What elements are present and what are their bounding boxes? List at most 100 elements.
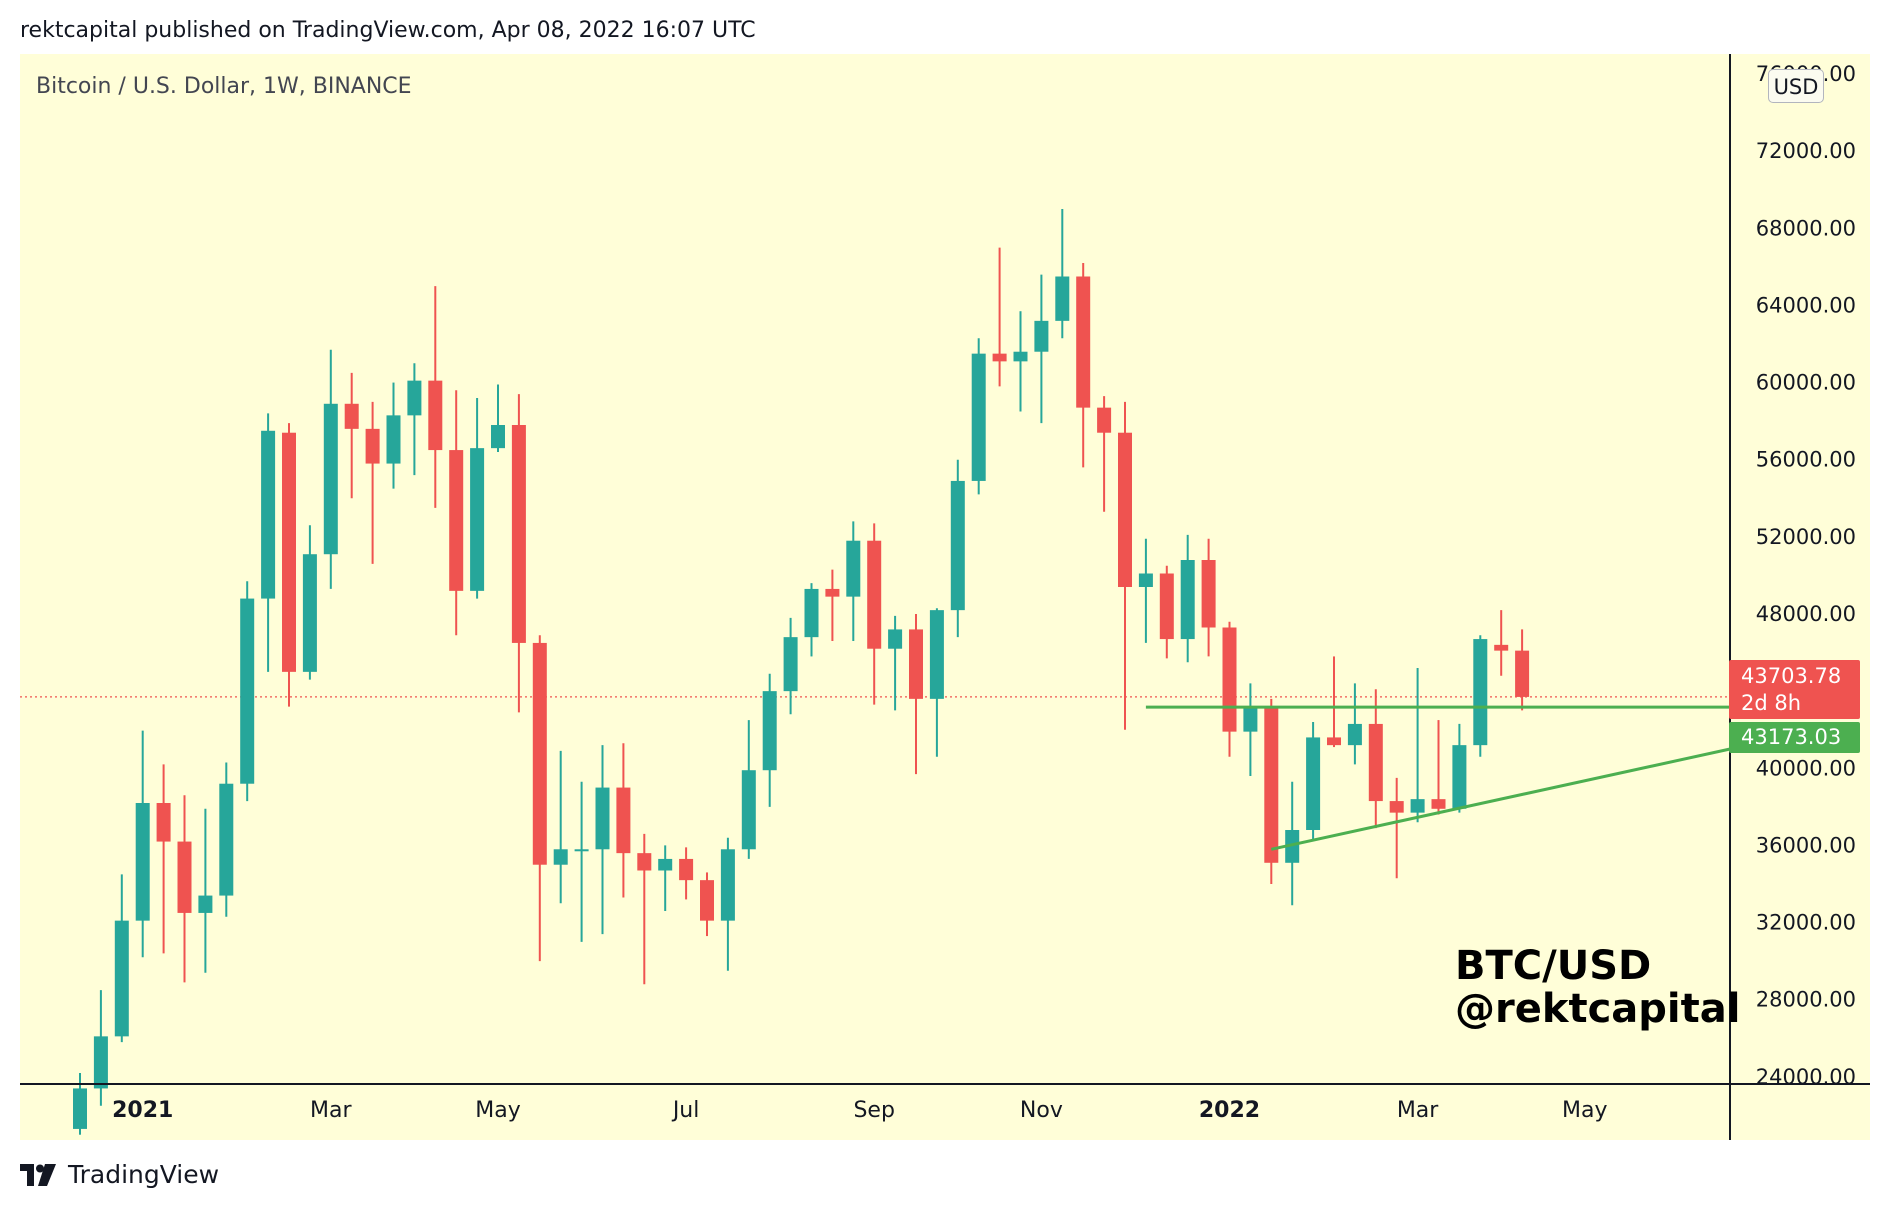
candle — [595, 745, 610, 935]
price-scale-background — [1730, 54, 1870, 1084]
candle-body — [407, 380, 422, 416]
candle-body — [1368, 723, 1383, 802]
candle-body — [1452, 745, 1467, 809]
candle — [1473, 635, 1488, 757]
candle — [574, 781, 589, 942]
candle-body — [804, 588, 819, 638]
candle-body — [1180, 560, 1195, 640]
candle — [240, 581, 255, 802]
candle — [135, 730, 150, 958]
candle — [1201, 538, 1216, 657]
candle-body — [574, 849, 589, 852]
annotations — [1145, 705, 1749, 851]
candle — [909, 614, 923, 775]
candle-body — [867, 540, 882, 649]
candle — [1410, 668, 1425, 823]
candle-body — [511, 425, 526, 643]
candle-body — [1034, 320, 1049, 352]
tradingview-logo[interactable]: TradingView — [20, 1160, 219, 1189]
candle — [720, 837, 735, 971]
candle-body — [658, 858, 673, 871]
candle — [992, 247, 1007, 387]
price-tick-label: 48000.00 — [1756, 602, 1856, 626]
price-tick-label: 52000.00 — [1756, 525, 1856, 549]
candle-body — [1285, 830, 1300, 863]
candle — [1034, 274, 1049, 424]
candle-body — [449, 450, 464, 591]
candle — [762, 673, 777, 807]
candle-body — [595, 787, 610, 850]
candle-body — [1264, 708, 1279, 863]
currency-button[interactable]: USD — [1768, 69, 1824, 103]
candle-body — [365, 428, 380, 464]
candle-body — [888, 629, 903, 649]
price-tick-label: 68000.00 — [1756, 216, 1856, 240]
price-chart[interactable]: 76000.0072000.0068000.0064000.0060000.00… — [20, 54, 1870, 1140]
candle — [428, 286, 443, 508]
price-tick-label: 32000.00 — [1756, 911, 1856, 935]
time-tick-label: Mar — [1397, 1098, 1439, 1123]
price-tick-label: 64000.00 — [1756, 293, 1856, 317]
candle — [219, 762, 234, 917]
candle-body — [909, 629, 923, 699]
candle-body — [156, 803, 171, 842]
candle-body — [1222, 627, 1237, 732]
candle — [93, 990, 108, 1106]
candle — [156, 764, 171, 954]
candle — [1264, 698, 1279, 884]
candle-body — [1327, 737, 1341, 746]
candle — [679, 847, 694, 900]
candle-body — [1431, 799, 1446, 809]
time-tick-label: Mar — [310, 1098, 352, 1123]
candle-body — [1055, 276, 1070, 321]
bar-countdown: 2d 8h — [1741, 691, 1802, 715]
candle-body — [1138, 573, 1153, 587]
time-tick-label: May — [475, 1098, 520, 1123]
candle — [804, 583, 819, 657]
rising-trendline — [1270, 743, 1749, 851]
candle-body — [344, 403, 359, 429]
candle-body — [428, 380, 443, 451]
candle-body — [679, 858, 694, 881]
candle-body — [825, 588, 840, 597]
candle — [261, 413, 276, 672]
candle — [407, 363, 422, 476]
candle — [114, 874, 129, 1043]
time-tick-label: Jul — [671, 1098, 700, 1123]
candle — [971, 338, 986, 495]
support-level-tag: 43173.03 — [1729, 722, 1860, 753]
candle-body — [261, 430, 276, 599]
candle — [198, 808, 213, 973]
candle-body — [302, 554, 317, 672]
candle-body — [135, 803, 150, 921]
candle-body — [616, 787, 631, 854]
candle — [1368, 689, 1383, 829]
candle — [637, 833, 652, 985]
candle — [1306, 722, 1321, 840]
tradingview-logo-icon — [20, 1163, 56, 1186]
candle-body — [491, 425, 505, 449]
price-tick-label: 60000.00 — [1756, 371, 1856, 395]
candle — [929, 608, 944, 757]
candle — [1076, 263, 1091, 468]
price-tick-label: 56000.00 — [1756, 448, 1856, 472]
candle-body — [1243, 708, 1258, 732]
candle — [1327, 656, 1341, 748]
candle — [616, 743, 631, 898]
last-price-value: 43703.78 — [1741, 664, 1842, 688]
watermark-symbol: BTC/USD — [1455, 943, 1652, 989]
last-price-tag: 43703.78 2d 8h — [1729, 660, 1860, 719]
candle — [1138, 538, 1153, 643]
candle-body — [553, 849, 568, 865]
candle-body — [1159, 573, 1174, 640]
candle-body — [1013, 351, 1028, 362]
plot-area — [20, 209, 1749, 1135]
candle-body — [700, 880, 714, 921]
candle-body — [637, 853, 652, 871]
time-tick-label: Sep — [853, 1098, 894, 1123]
candle — [1494, 610, 1509, 676]
time-tick-label: 2022 — [1199, 1098, 1260, 1123]
candle-body — [240, 598, 255, 784]
candle-body — [762, 691, 777, 771]
candle — [491, 384, 505, 452]
